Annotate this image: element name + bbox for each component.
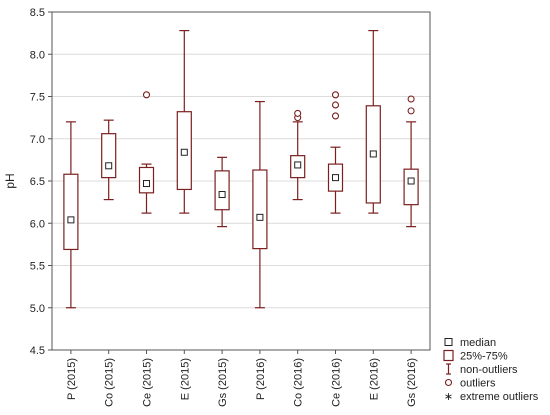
boxes (63, 29, 419, 309)
y-axis: 4.5 5.0 5.5 6.0 6.5 7.0 7.5 8.0 8.5 (30, 7, 52, 357)
x-tick-label: Ce (2016) (331, 358, 343, 407)
x-axis: P (2015) Co (2015) Ce (2015) E (2015) Gs (20… (66, 350, 418, 407)
y-tick-label: 8.5 (30, 7, 45, 19)
box-group (138, 91, 155, 214)
median-marker (294, 161, 302, 169)
median-marker (256, 213, 264, 221)
outlier-point (294, 109, 302, 117)
y-tick-label: 7.5 (30, 92, 45, 104)
legend-label: outliers (460, 378, 496, 390)
legend-item: 25%-75% (443, 349, 508, 363)
box-group (327, 91, 344, 214)
x-tick-label: Gs (2016) (406, 358, 418, 407)
median-marker (218, 191, 226, 199)
y-tick-label: 8.0 (30, 49, 45, 61)
y-axis-label: pH (3, 173, 17, 188)
box-group (290, 109, 306, 201)
legend-item: outliers (444, 378, 496, 390)
outlier-point (331, 91, 340, 99)
x-tick-label: P (2015) (66, 358, 78, 400)
legend-outlier-icon (444, 378, 453, 387)
iqr-box (63, 173, 79, 251)
outlier-point (407, 107, 415, 115)
y-tick-label: 6.0 (30, 218, 45, 230)
median-marker (180, 148, 188, 156)
box-group (365, 29, 381, 214)
y-tick-label: 4.5 (30, 345, 45, 357)
x-tick-label: Gs (2015) (217, 358, 229, 407)
outlier-point (331, 112, 340, 120)
box-group (214, 156, 230, 228)
x-tick-label: E (2015) (179, 358, 191, 400)
iqr-box (101, 133, 117, 179)
box-group (252, 100, 268, 309)
y-tick-label: 5.0 (30, 303, 45, 315)
x-tick-label: E (2016) (368, 358, 380, 400)
median-marker (67, 216, 75, 224)
legend: median 25%-75%non-outliers outliers ∗ extrem… (443, 337, 539, 403)
x-tick-label: Co (2016) (293, 358, 305, 407)
legend-label: non-outliers (460, 364, 518, 376)
box-group (403, 95, 419, 228)
legend-item: non-outliers (446, 363, 518, 376)
x-tick-label: Ce (2015) (142, 358, 154, 407)
median-marker (407, 177, 415, 185)
legend-median-icon (444, 338, 453, 346)
median-marker (105, 162, 113, 170)
median-marker (369, 150, 377, 158)
legend-box-icon (443, 349, 454, 362)
outlier-point (331, 101, 340, 109)
x-tick-label: P (2016) (255, 358, 267, 400)
median-marker (143, 180, 150, 188)
iqr-box (252, 169, 268, 250)
legend-item: ∗ extreme outliers (444, 391, 539, 403)
box-group (101, 119, 117, 201)
y-tick-label: 5.5 (30, 261, 45, 273)
box-group (176, 29, 192, 214)
box-group (63, 121, 79, 309)
outlier-point (407, 95, 415, 103)
legend-label: extreme outliers (460, 391, 539, 403)
legend-item: median (444, 337, 496, 349)
x-tick-label: Co (2015) (104, 358, 116, 407)
legend-extreme-icon: ∗ (444, 391, 453, 403)
legend-label: median (460, 337, 496, 349)
y-tick-label: 7.0 (30, 134, 45, 146)
iqr-box (403, 168, 419, 206)
legend-label: 25%-75% (460, 351, 508, 363)
median-marker (332, 174, 339, 182)
y-tick-label: 6.5 (30, 176, 45, 188)
iqr-box (214, 170, 230, 211)
outlier-point (142, 91, 151, 99)
